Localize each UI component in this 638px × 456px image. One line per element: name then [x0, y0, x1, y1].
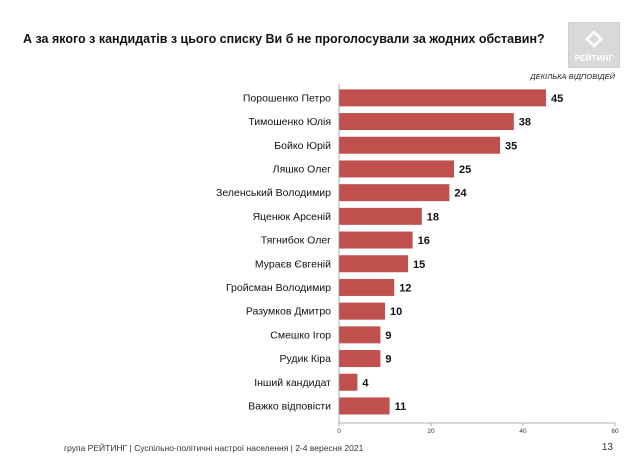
bar — [339, 136, 500, 154]
bar — [339, 302, 385, 320]
bar — [339, 350, 381, 368]
category-label: Яценюк Арсеній — [253, 211, 332, 223]
multiple-answers-note: ДЕКІЛЬКА ВІДПОВІДЕЙ — [530, 72, 615, 81]
bar — [339, 160, 454, 178]
bar — [339, 397, 390, 415]
data-label: 11 — [395, 401, 407, 413]
bar — [339, 231, 413, 249]
bar — [339, 278, 395, 296]
logo-text: РЕЙТИНГ — [574, 54, 614, 63]
page-number: 13 — [601, 442, 613, 453]
data-label: 9 — [385, 354, 391, 366]
top-bar — [0, 0, 638, 28]
data-label: 10 — [390, 306, 402, 318]
category-label: Рудик Кіра — [279, 353, 331, 365]
category-label: Бойко Юрій — [274, 140, 331, 152]
x-tick-label: 20 — [427, 428, 435, 435]
data-label: 25 — [459, 164, 471, 176]
category-label: Тягнибок Олег — [261, 235, 331, 247]
category-label: Гройсман Володимир — [226, 282, 331, 294]
x-tick-label: 60 — [611, 428, 619, 435]
category-label: Тимошенко Юлія — [248, 116, 331, 128]
category-label: Ляшко Олег — [273, 163, 331, 175]
x-tick-label: 40 — [519, 428, 527, 435]
bar — [339, 207, 422, 225]
bar — [339, 255, 408, 273]
data-label: 9 — [385, 330, 391, 342]
data-label: 35 — [505, 140, 517, 152]
data-label: 4 — [362, 377, 369, 389]
category-label: Важко відповісти — [248, 400, 331, 412]
footer-source: група РЕЙТИНГ | Суспільно-політичні наст… — [64, 443, 364, 453]
category-label: Зеленський Володимир — [216, 187, 331, 199]
category-label: Разумков Дмитро — [246, 306, 331, 318]
category-label: Інший кандидат — [254, 377, 331, 389]
data-label: 45 — [551, 93, 563, 105]
bar — [339, 89, 546, 107]
bar — [339, 113, 514, 131]
bar — [339, 326, 381, 344]
data-label: 15 — [413, 259, 425, 271]
question-title: А за якого з кандидатів з цього списку В… — [23, 32, 545, 46]
data-label: 24 — [454, 188, 467, 200]
category-label: Порошенко Петро — [243, 92, 331, 104]
data-label: 18 — [427, 211, 439, 223]
category-label: Смешко Ігор — [270, 329, 331, 341]
data-label: 16 — [418, 235, 430, 247]
logo-mark-icon — [585, 30, 603, 48]
data-label: 12 — [399, 282, 411, 294]
bar — [339, 184, 450, 202]
rating-logo: РЕЙТИНГ — [568, 22, 620, 68]
category-label: Мураєв Євгеній — [255, 258, 331, 270]
x-tick-label: 0 — [337, 428, 341, 435]
bar — [339, 373, 358, 391]
data-label: 38 — [519, 117, 531, 129]
